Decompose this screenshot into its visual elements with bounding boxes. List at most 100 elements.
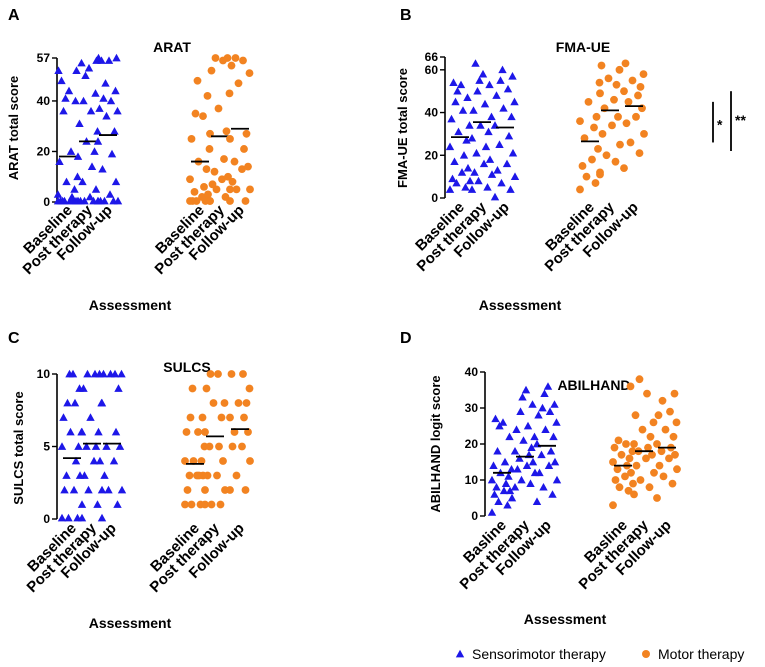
data-point-triangle <box>99 369 108 378</box>
data-point-triangle <box>504 472 513 480</box>
chart-title: ARAT <box>153 39 191 55</box>
data-point-circle <box>206 370 215 378</box>
data-point-triangle <box>101 79 110 87</box>
x-axis-label: Assessment <box>479 297 562 313</box>
data-point-triangle <box>548 490 557 498</box>
data-point-circle <box>245 384 254 393</box>
data-point-circle <box>654 411 663 420</box>
data-point-circle <box>214 104 223 113</box>
data-point-triangle <box>487 112 496 121</box>
data-point-triangle <box>472 148 481 157</box>
data-point-triangle <box>84 63 94 72</box>
data-point-triangle <box>534 411 543 419</box>
data-point-triangle <box>113 106 122 115</box>
data-point-circle <box>220 155 228 163</box>
data-point-circle <box>226 413 234 422</box>
data-point-circle <box>244 162 252 171</box>
data-point-triangle <box>115 442 125 450</box>
data-point-triangle <box>110 369 120 378</box>
data-point-circle <box>621 472 629 481</box>
data-point-triangle <box>552 475 562 484</box>
data-point-circle <box>211 54 220 62</box>
data-point-triangle <box>71 96 80 105</box>
data-point-circle <box>629 479 637 488</box>
data-point-circle <box>208 180 217 189</box>
data-point-circle <box>669 432 678 441</box>
data-point-circle <box>671 450 679 459</box>
data-point-circle <box>576 117 584 125</box>
data-point-circle <box>624 486 633 495</box>
data-point-circle <box>630 490 638 499</box>
data-point-circle <box>617 450 626 459</box>
y-tick-label: 10 <box>465 473 479 487</box>
data-point-triangle <box>83 369 92 378</box>
data-point-triangle <box>78 177 87 186</box>
data-point-triangle <box>102 442 111 450</box>
data-point-circle <box>626 382 635 391</box>
data-point-triangle <box>479 159 489 168</box>
data-point-circle <box>230 428 239 436</box>
data-point-circle <box>242 129 251 138</box>
data-point-circle <box>231 54 240 62</box>
data-point-triangle <box>97 398 107 407</box>
data-point-triangle <box>79 384 88 392</box>
data-point-triangle <box>480 99 490 108</box>
data-point-triangle <box>490 192 500 201</box>
data-point-circle <box>578 162 587 170</box>
data-point-circle <box>595 78 604 87</box>
data-point-triangle <box>72 66 81 74</box>
data-point-circle <box>241 486 250 494</box>
data-point-circle <box>207 66 216 75</box>
data-point-triangle <box>504 131 514 140</box>
panel-letter: C <box>8 330 20 347</box>
data-point-triangle <box>494 497 503 505</box>
data-point-triangle <box>550 400 559 408</box>
data-point-triangle <box>515 454 524 462</box>
data-point-triangle <box>76 196 85 205</box>
data-point-triangle <box>503 501 512 509</box>
data-point-triangle <box>498 65 507 74</box>
data-point-triangle <box>106 96 116 105</box>
data-point-circle <box>621 59 630 68</box>
data-point-triangle <box>473 86 482 95</box>
data-point-triangle <box>521 385 531 394</box>
data-point-triangle <box>535 468 544 477</box>
data-point-triangle <box>448 174 457 183</box>
y-tick-label: 10 <box>37 367 51 381</box>
data-point-triangle <box>65 196 75 205</box>
data-point-circle <box>640 130 648 138</box>
data-point-triangle <box>492 483 501 491</box>
data-point-triangle <box>102 111 111 120</box>
data-point-triangle <box>64 86 74 95</box>
data-point-circle <box>624 97 633 106</box>
legend-label: Sensorimotor therapy <box>472 646 606 662</box>
data-point-circle <box>185 471 194 480</box>
data-point-circle <box>239 56 247 65</box>
data-point-triangle <box>499 486 509 495</box>
data-point-triangle <box>59 106 68 115</box>
data-point-triangle <box>61 94 70 102</box>
data-point-circle <box>246 185 254 194</box>
data-point-triangle <box>502 159 512 168</box>
data-point-triangle <box>110 127 119 135</box>
data-point-circle <box>222 127 231 136</box>
data-point-triangle <box>507 112 516 121</box>
y-tick-label: 0 <box>471 509 478 523</box>
data-point-triangle <box>483 183 492 191</box>
data-point-circle <box>632 461 641 470</box>
data-point-triangle <box>117 485 127 494</box>
data-point-triangle <box>445 185 455 193</box>
data-point-triangle <box>474 176 483 185</box>
y-axis-label: FMA-UE total score <box>395 68 410 188</box>
data-point-triangle <box>454 127 463 136</box>
data-point-circle <box>195 471 203 480</box>
data-point-triangle <box>463 93 472 101</box>
x-axis-label: Assessment <box>89 297 172 313</box>
data-point-triangle <box>91 442 101 450</box>
data-point-triangle <box>86 106 96 115</box>
significance-label: ** <box>735 112 746 128</box>
data-point-triangle <box>451 97 460 106</box>
data-point-triangle <box>111 86 120 95</box>
data-point-circle <box>622 119 631 128</box>
y-tick-label: 20 <box>465 437 479 451</box>
